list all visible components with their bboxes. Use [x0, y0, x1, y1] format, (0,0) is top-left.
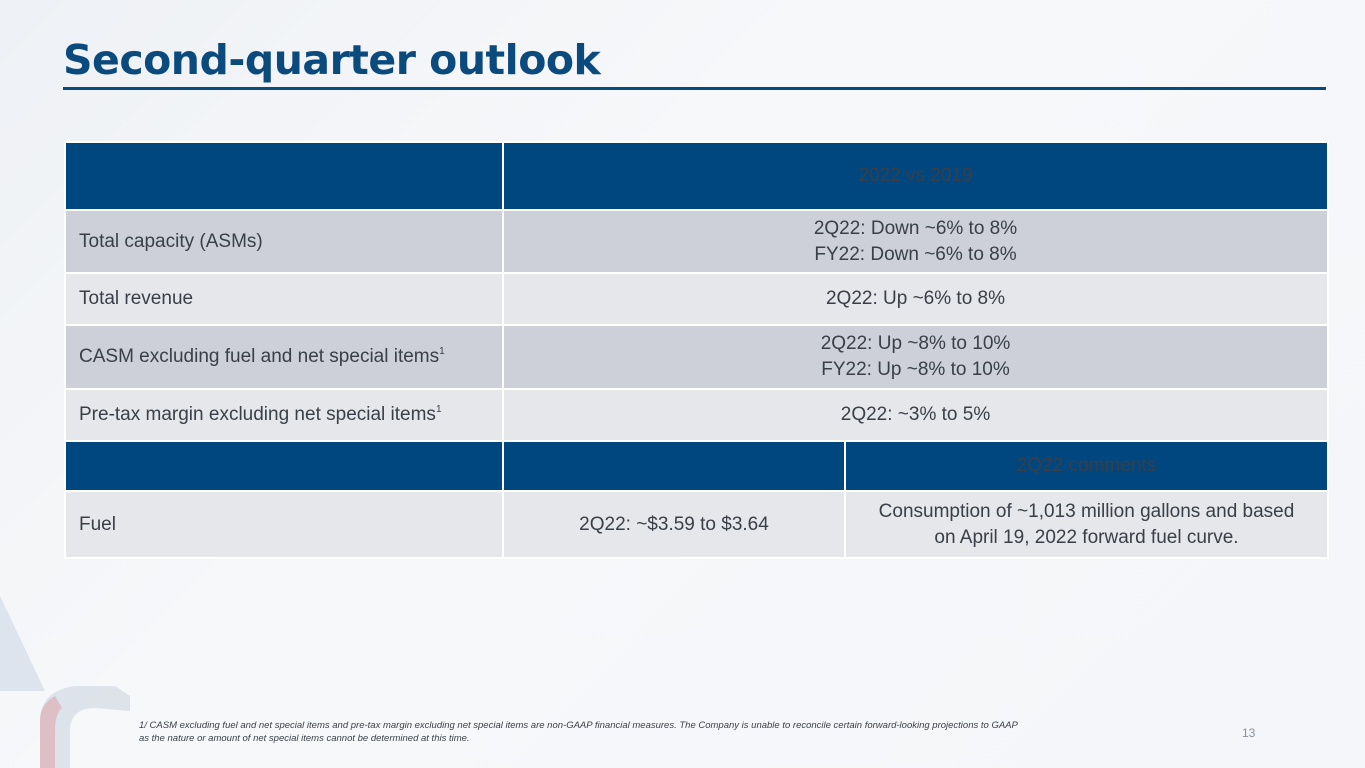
- fuel-row: Fuel 2Q22: ~$3.59 to $3.64 Consumption o…: [64, 490, 1329, 559]
- comment-line: on April 19, 2022 forward fuel curve.: [934, 526, 1239, 548]
- page-title: Second-quarter outlook: [63, 36, 601, 84]
- table-row: Total revenue 2Q22: Up ~6% to 8%: [64, 272, 1329, 326]
- footnote-line: 1/ CASM excluding fuel and net special i…: [139, 720, 1018, 731]
- title-underline: [63, 87, 1326, 90]
- value-line: 2Q22: Up ~6% to 8%: [825, 288, 1006, 309]
- row-label: Total revenue: [64, 272, 504, 326]
- row-label: Total capacity (ASMs): [64, 209, 504, 274]
- row-value: 2Q22: ~3% to 5%: [502, 388, 1329, 442]
- fuel-comment: Consumption of ~1,013 million gallons an…: [844, 490, 1329, 559]
- value-line: FY22: Up ~8% to 10%: [821, 359, 1010, 380]
- table-row: Pre-tax margin excluding net special ite…: [64, 388, 1329, 442]
- row-label: Pre-tax margin excluding net special ite…: [64, 388, 504, 442]
- table-row: Total capacity (ASMs) 2Q22: Down ~6% to …: [64, 209, 1329, 274]
- value-line: 2Q22: Up ~8% to 10%: [820, 333, 1011, 354]
- footnote-mark: 1: [439, 346, 445, 357]
- header-empty-cell: [64, 440, 504, 492]
- flight-symbol-logo-icon: [0, 596, 130, 768]
- header-2022-vs-2019: 2022 vs 2019: [502, 141, 1329, 211]
- value-line: 2Q22: ~3% to 5%: [840, 404, 991, 425]
- footnote-mark: 1: [435, 404, 442, 415]
- comments-header-row: 2Q22 comments: [64, 440, 1329, 492]
- row-label: Fuel: [64, 490, 504, 559]
- page-number: 13: [1242, 726, 1256, 740]
- value-line: 2Q22: Down ~6% to 8%: [813, 217, 1018, 239]
- header-2q22-comments: 2Q22 comments: [844, 440, 1329, 492]
- table-row: CASM excluding fuel and net special item…: [64, 324, 1329, 390]
- footnote: 1/ CASM excluding fuel and net special i…: [139, 719, 1179, 745]
- header-empty-cell: [64, 141, 504, 211]
- row-value: 2Q22: Up ~6% to 8%: [502, 272, 1329, 326]
- comment-line: Consumption of ~1,013 million gallons an…: [878, 500, 1295, 522]
- header-empty-cell: [502, 440, 846, 492]
- footnote-line: as the nature or amount of net special i…: [139, 733, 470, 744]
- outlook-table: 2022 vs 2019 Total capacity (ASMs) 2Q22:…: [64, 141, 1329, 559]
- table-header-row: 2022 vs 2019: [64, 141, 1329, 211]
- fuel-value: 2Q22: ~$3.59 to $3.64: [502, 490, 846, 559]
- value-line: FY22: Down ~6% to 8%: [814, 243, 1017, 265]
- row-value: 2Q22: Up ~8% to 10% FY22: Up ~8% to 10%: [502, 324, 1329, 390]
- row-label: CASM excluding fuel and net special item…: [64, 324, 504, 390]
- row-value: 2Q22: Down ~6% to 8% FY22: Down ~6% to 8…: [502, 209, 1329, 274]
